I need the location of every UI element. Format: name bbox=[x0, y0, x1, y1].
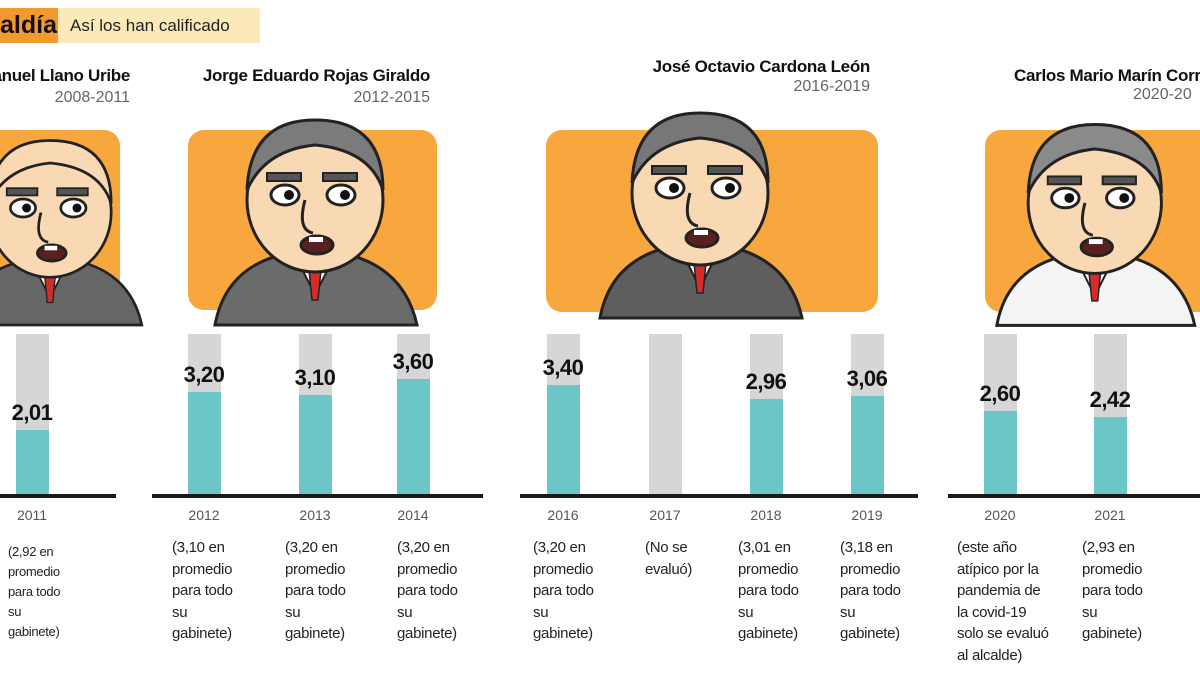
bar-value-label: 2,01 bbox=[11, 399, 53, 425]
bar-note: (3,20 en promedio para todo su gabinete) bbox=[285, 539, 346, 642]
bar-note: (3,10 en promedio para todo su gabinete) bbox=[172, 539, 233, 642]
year-tick-label: 2020 bbox=[984, 507, 1016, 523]
mayor-period-1: 2008-2011 bbox=[54, 89, 130, 106]
caricature-icon-2 bbox=[213, 118, 419, 327]
bar-value-label: 2,96 bbox=[745, 369, 787, 395]
bar bbox=[983, 410, 1017, 494]
bar-note: (2,93 en promedio para todo su gabinete) bbox=[1082, 539, 1143, 642]
section-tag: aldía bbox=[0, 8, 58, 43]
year-tick-label: 2013 bbox=[299, 507, 331, 523]
bar-note: (3,01 en promedio para todo su gabinete) bbox=[738, 539, 799, 642]
bar-note: (este año atípico por la pandemia de la … bbox=[957, 539, 1049, 664]
baseline-4 bbox=[948, 494, 1200, 498]
caricature-icon-3 bbox=[598, 111, 804, 320]
bar-value-label: 3,20 bbox=[183, 361, 225, 387]
mayor-name-1: anuel Llano Uribe bbox=[0, 66, 130, 85]
year-tick-label: 2017 bbox=[649, 507, 681, 523]
year-tick-label: 2018 bbox=[750, 507, 782, 523]
bar bbox=[298, 394, 332, 494]
year-tick-label: 2011 bbox=[16, 507, 48, 523]
mayor-period-2: 2012-2015 bbox=[353, 89, 430, 106]
bar-value-label: 2,42 bbox=[1089, 386, 1131, 412]
mayor-name-4: Carlos Mario Marín Corr bbox=[1014, 66, 1200, 85]
bar-value-label: 3,40 bbox=[542, 355, 584, 381]
bar bbox=[850, 396, 884, 494]
chart-subtitle: Así los han calificado bbox=[58, 8, 260, 43]
bar bbox=[749, 399, 783, 494]
year-tick-label: 2016 bbox=[547, 507, 579, 523]
baseline-2 bbox=[152, 494, 483, 498]
bar-value-label: 3,60 bbox=[392, 348, 434, 374]
bar-note: (3,20 en promedio para todo su gabinete) bbox=[533, 539, 594, 642]
bar-background bbox=[648, 334, 682, 494]
bar bbox=[546, 385, 580, 494]
bar-note: (3,20 en promedio para todo su gabinete) bbox=[397, 539, 458, 642]
mayor-period-3: 2016-2019 bbox=[793, 78, 870, 95]
mayor-name-3: José Octavio Cardona León bbox=[652, 57, 871, 76]
mayor-period-4: 2020-20 bbox=[1133, 86, 1192, 103]
baseline-1 bbox=[0, 494, 116, 498]
year-tick-label: 2019 bbox=[851, 507, 883, 523]
bar bbox=[187, 391, 221, 494]
bar bbox=[1093, 416, 1127, 494]
bar-note: (2,92 en promedio para todo su gabinete) bbox=[8, 544, 61, 639]
bar bbox=[396, 378, 430, 494]
year-tick-label: 2014 bbox=[397, 507, 429, 523]
bar-value-label: 3,06 bbox=[846, 366, 888, 392]
bar bbox=[15, 429, 49, 494]
year-tick-label: 2012 bbox=[188, 507, 220, 523]
mayor-name-2: Jorge Eduardo Rojas Giraldo bbox=[202, 66, 430, 85]
bar-value-label: 3,10 bbox=[294, 364, 336, 390]
bar-note: (No se evaluó) bbox=[645, 539, 693, 578]
bar-value-label: 2,60 bbox=[979, 380, 1021, 406]
caricature-icon-1 bbox=[0, 139, 144, 327]
baseline-3 bbox=[520, 494, 918, 498]
year-tick-label: 2021 bbox=[1094, 507, 1126, 523]
caricature-icon-4 bbox=[995, 123, 1197, 327]
bar-note: (3,18 en promedio para todo su gabinete) bbox=[840, 539, 901, 642]
